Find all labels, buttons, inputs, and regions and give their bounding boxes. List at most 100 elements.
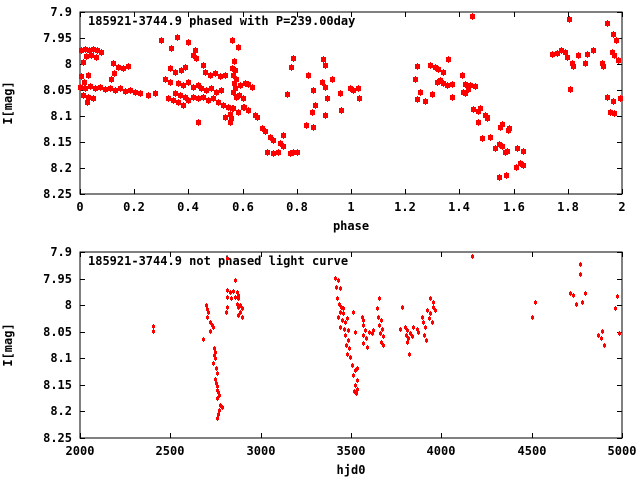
data-point-nub (315, 102, 316, 109)
data-point-nub (499, 174, 500, 181)
data-point-nub (342, 318, 343, 323)
data-point-nub (355, 330, 356, 335)
data-point-nub (312, 109, 313, 116)
data-point-nub (177, 34, 178, 41)
data-point-nub (248, 107, 249, 114)
data-point-nub (105, 86, 106, 93)
y-tick-label: 8.2 (50, 404, 72, 418)
data-point-nub (217, 416, 218, 421)
data-point-nub (238, 313, 239, 318)
data-point-nub (217, 371, 218, 376)
y-tick-label: 8.25 (43, 187, 72, 201)
data-point-nub (213, 95, 214, 102)
data-point-nub (607, 20, 608, 27)
data-point-nub (427, 308, 428, 313)
data-point-nub (435, 308, 436, 313)
data-point-nub (355, 383, 356, 388)
data-point-nub (213, 325, 214, 330)
data-point-nub (369, 330, 370, 335)
phased-plot-axes: 0 0.2 0.4 0.6 0.8 1 1.2 1.4 1.6 1.8 2 7.9 7.95 8 8.05 8… (43, 5, 626, 214)
unphased-plot-xlabel: hjd0 (337, 463, 366, 477)
data-point-nub (417, 63, 418, 70)
data-point-nub (293, 55, 294, 62)
data-point-nub (313, 87, 314, 94)
data-point-nub (210, 329, 211, 334)
unphased-plot-points (152, 254, 621, 421)
data-point-nub (240, 310, 241, 315)
data-point-nub (208, 310, 209, 315)
data-point-nub (478, 108, 479, 115)
data-point-nub (358, 85, 359, 92)
data-point-nub (188, 79, 189, 86)
data-point-nub (81, 73, 82, 80)
data-point-nub (236, 76, 237, 83)
data-point-nub (618, 57, 619, 64)
data-point-nub (363, 341, 364, 346)
data-point-nub (201, 85, 202, 92)
data-point-nub (350, 355, 351, 360)
data-point-nub (480, 105, 481, 112)
unphased-light-curve-plot: 2000 2500 3000 3500 4000 4500 5000 7.9 7.95 8 8.05… (1, 245, 636, 477)
data-point-nub (598, 333, 599, 338)
data-point-nub (239, 92, 240, 99)
data-point-nub (366, 336, 367, 341)
data-point-nub (220, 73, 221, 80)
data-point-nub (417, 327, 418, 332)
data-point-nub (130, 87, 131, 94)
data-point-nub (520, 160, 521, 167)
data-point-nub (509, 125, 510, 132)
data-point-nub (205, 69, 206, 76)
data-point-nub (502, 143, 503, 150)
data-point-nub (468, 84, 469, 91)
data-point-nub (120, 85, 121, 92)
y-tick-label: 7.9 (50, 245, 72, 259)
data-point-nub (573, 63, 574, 70)
data-point-nub (240, 303, 241, 308)
data-point-nub (325, 84, 326, 91)
data-point-nub (230, 111, 231, 118)
data-point-nub (336, 285, 337, 290)
x-tick-label: 3000 (247, 444, 276, 458)
y-tick-label: 8.1 (50, 109, 72, 123)
data-point-nub (185, 64, 186, 71)
y-tick-label: 8.1 (50, 351, 72, 365)
data-point-nub (257, 114, 258, 121)
data-point-nub (426, 338, 427, 343)
data-point-nub (325, 112, 326, 119)
data-point-nub (90, 83, 91, 90)
data-point-nub (408, 336, 409, 341)
data-point-nub (84, 79, 85, 86)
data-point-nub (183, 82, 184, 89)
data-point-nub (410, 331, 411, 336)
data-point-nub (557, 50, 558, 57)
data-point-nub (430, 296, 431, 301)
data-point-nub (417, 96, 418, 103)
data-point-nub (343, 311, 344, 316)
data-point-nub (81, 47, 82, 54)
data-point-nub (357, 387, 358, 392)
data-point-nub (155, 90, 156, 97)
data-point-nub (573, 293, 574, 298)
x-tick-label: 1.2 (394, 200, 416, 214)
data-point-nub (188, 39, 189, 46)
data-point-nub (413, 325, 414, 330)
data-point-nub (552, 51, 553, 58)
data-point-nub (353, 373, 354, 378)
data-point-nub (280, 140, 281, 147)
data-point-nub (214, 346, 215, 351)
data-point-nub (233, 89, 234, 96)
data-point-nub (363, 333, 364, 338)
data-point-nub (218, 390, 219, 395)
data-point-nub (153, 324, 154, 329)
data-point-nub (500, 124, 501, 131)
data-point-nub (578, 52, 579, 59)
data-point-nub (338, 315, 339, 320)
data-point-nub (235, 295, 236, 300)
data-point-nub (338, 278, 339, 283)
data-point-nub (110, 85, 111, 92)
data-point-nub (221, 87, 222, 94)
data-point-nub (341, 305, 342, 310)
data-point-nub (345, 320, 346, 325)
data-point-nub (407, 340, 408, 345)
data-point-nub (210, 320, 211, 325)
